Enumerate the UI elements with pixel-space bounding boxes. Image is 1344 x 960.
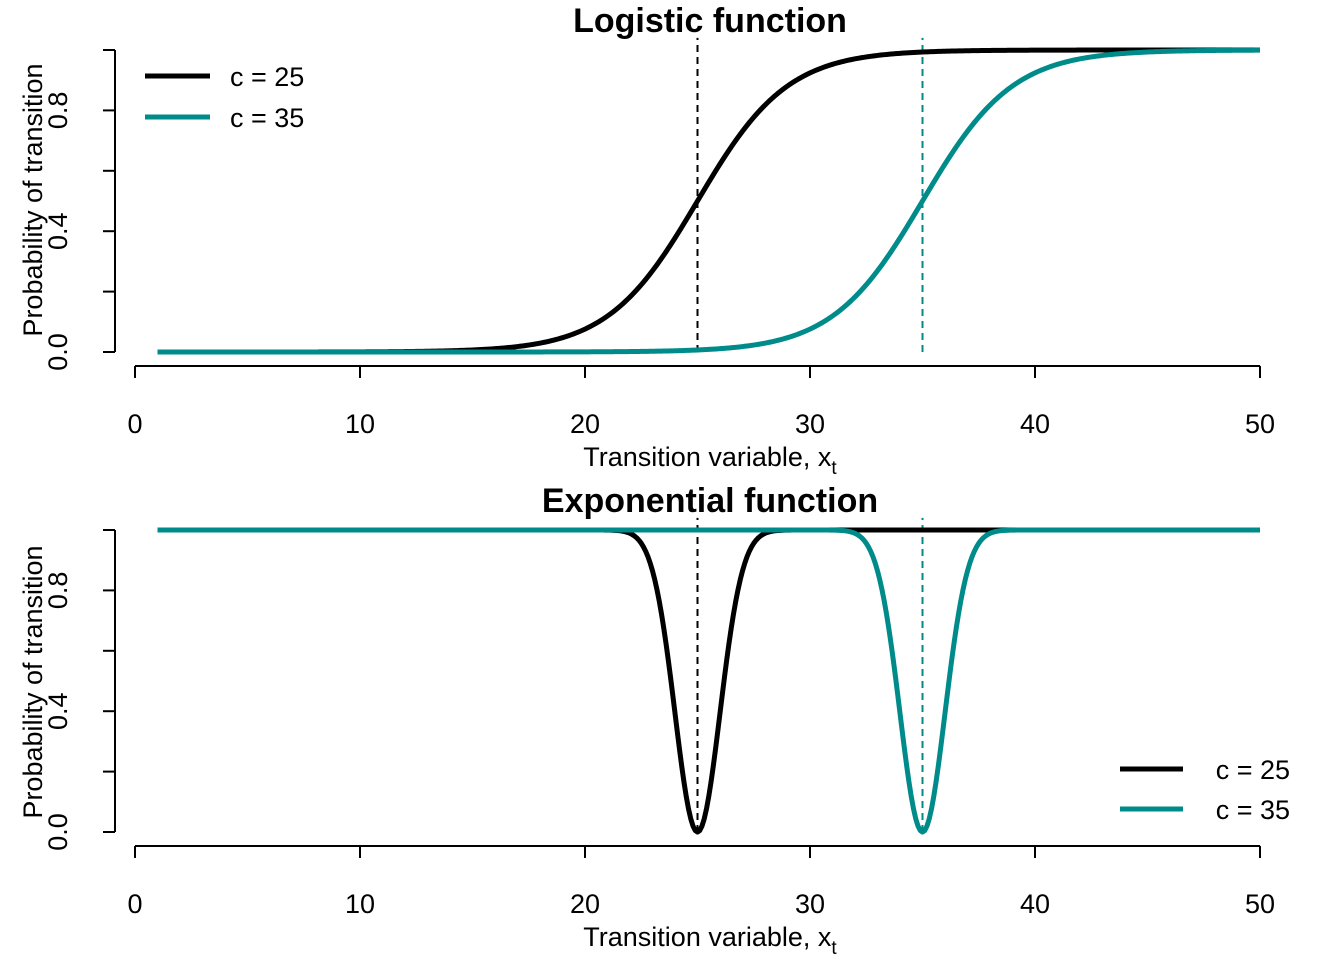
x-axis-label: Transition variable, xt	[583, 922, 837, 959]
x-tick-label: 20	[570, 409, 600, 439]
legend-label-c35: c = 35	[1216, 795, 1290, 825]
y-tick-label: 0.4	[43, 692, 73, 730]
y-tick-label: 0.0	[43, 813, 73, 851]
y-tick-label: 0.8	[43, 572, 73, 610]
x-tick-label: 10	[345, 889, 375, 919]
x-tick-label: 50	[1245, 409, 1275, 439]
x-tick-label: 30	[795, 889, 825, 919]
x-tick-label: 0	[127, 889, 142, 919]
plot-area: 0 10 20 30 40 50 0.0 0.4 0.8	[43, 37, 1275, 439]
x-axis-label-var: x	[818, 442, 832, 472]
chart-title: Exponential function	[542, 482, 878, 520]
chart-title: Logistic function	[573, 2, 847, 40]
x-tick-label: 20	[570, 889, 600, 919]
x-tick-label: 0	[127, 409, 142, 439]
x-tick-label: 50	[1245, 889, 1275, 919]
x-tick-label: 30	[795, 409, 825, 439]
legend-label-c25: c = 25	[1216, 755, 1290, 785]
legend: c = 25 c = 35	[1120, 755, 1290, 825]
series-line-c35	[157, 47, 1261, 355]
series-line-c25	[157, 47, 1261, 355]
x-axis-label-var: x	[818, 922, 832, 952]
y-axis-label: Probability of transition	[18, 545, 48, 818]
x-axis-label-sub: t	[831, 938, 837, 959]
legend: c = 25 c = 35	[145, 62, 304, 133]
exponential-panel: Exponential function Probability of tran…	[18, 482, 1290, 959]
series-line-c35	[157, 527, 1261, 835]
plot-area: 0 10 20 30 40 50 0.0 0.4 0.8	[43, 517, 1275, 919]
y-tick-label: 0.0	[43, 333, 73, 371]
y-tick-label: 0.8	[43, 92, 73, 130]
x-tick-label: 40	[1020, 889, 1050, 919]
legend-label-c35: c = 35	[230, 103, 304, 133]
x-tick-label: 40	[1020, 409, 1050, 439]
logistic-panel: Logistic function Probability of transit…	[18, 2, 1275, 479]
y-axis-label: Probability of transition	[18, 63, 48, 336]
x-tick-label: 10	[345, 409, 375, 439]
x-axis-label: Transition variable, xt	[583, 442, 837, 479]
x-axis-label-text: Transition variable,	[583, 922, 818, 952]
series-line-c25	[157, 527, 1261, 835]
x-axis-label-sub: t	[831, 458, 837, 479]
y-tick-label: 0.4	[43, 212, 73, 250]
x-axis-label-text: Transition variable,	[583, 442, 818, 472]
legend-label-c25: c = 25	[230, 62, 304, 92]
